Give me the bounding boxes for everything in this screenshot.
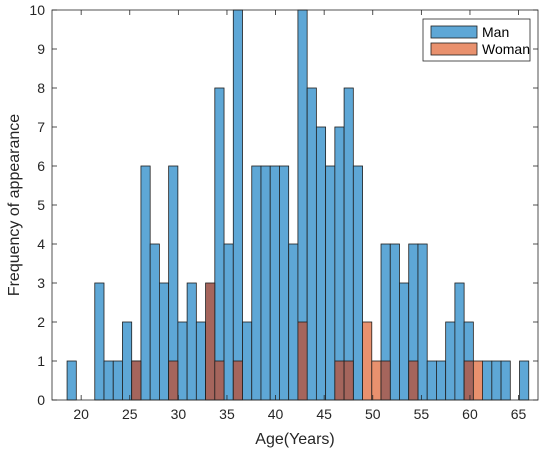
bar-man-45 bbox=[482, 360, 493, 401]
bar-man-29 bbox=[334, 126, 345, 401]
bar-man-39 bbox=[426, 360, 437, 401]
bar-man-21 bbox=[260, 165, 271, 401]
bar-woman-29 bbox=[334, 360, 345, 401]
bar-man-38 bbox=[417, 243, 428, 401]
bar-woman-37 bbox=[408, 360, 419, 401]
y-tick-label: 0 bbox=[37, 392, 45, 408]
bar-woman-7 bbox=[131, 360, 142, 401]
bar-woman-30 bbox=[343, 360, 354, 401]
bar-woman-43 bbox=[463, 360, 474, 401]
bar-man-40 bbox=[436, 360, 447, 401]
bar-man-47 bbox=[500, 360, 511, 401]
x-tick-label: 60 bbox=[462, 406, 478, 422]
x-tick-label: 40 bbox=[268, 406, 284, 422]
y-tick-label: 2 bbox=[37, 314, 45, 330]
axes-layer bbox=[51, 9, 539, 401]
y-tick-label: 10 bbox=[29, 2, 45, 18]
bar-woman-33 bbox=[371, 360, 382, 401]
bar-man-23 bbox=[279, 165, 290, 401]
bar-man-16 bbox=[214, 87, 225, 401]
bar-woman-44 bbox=[472, 360, 483, 401]
x-tick-label: 25 bbox=[122, 406, 138, 422]
bar-man-20 bbox=[251, 165, 262, 401]
legend-swatch-man bbox=[430, 25, 478, 39]
y-tick-label: 9 bbox=[37, 41, 45, 57]
bar-man-22 bbox=[269, 165, 280, 401]
bar-man-6 bbox=[122, 321, 133, 401]
legend-swatch-woman bbox=[430, 42, 478, 56]
x-tick-label: 50 bbox=[365, 406, 381, 422]
bar-man-31 bbox=[352, 165, 363, 401]
bar-woman-32 bbox=[362, 321, 373, 401]
bar-man-18 bbox=[232, 9, 243, 401]
bar-man-19 bbox=[242, 321, 253, 401]
bar-man-27 bbox=[315, 126, 327, 401]
bar-man-4 bbox=[103, 360, 114, 401]
bar-man-8 bbox=[140, 165, 151, 401]
bar-man-13 bbox=[186, 282, 197, 401]
legend: Man Woman bbox=[422, 18, 531, 62]
bar-man-42 bbox=[454, 282, 465, 401]
bar-man-41 bbox=[445, 321, 456, 401]
bar-woman-16 bbox=[214, 360, 225, 401]
bar-man-9 bbox=[149, 243, 160, 401]
bar-woman-34 bbox=[380, 360, 391, 401]
bar-man-49 bbox=[519, 360, 530, 401]
x-axis-title: Age(Years) bbox=[255, 431, 334, 448]
x-tick-label: 35 bbox=[219, 406, 235, 422]
y-tick-label: 6 bbox=[37, 158, 45, 174]
x-tick-label: 45 bbox=[316, 406, 332, 422]
bar-man-12 bbox=[177, 321, 188, 401]
bar-man-0 bbox=[66, 360, 77, 401]
x-tick-label: 65 bbox=[511, 406, 527, 422]
bar-man-10 bbox=[159, 282, 170, 401]
bars-layer bbox=[66, 9, 530, 401]
y-tick-label: 8 bbox=[37, 80, 45, 96]
bar-man-26 bbox=[306, 87, 317, 401]
bar-woman-25 bbox=[297, 321, 308, 401]
y-tick-label: 5 bbox=[37, 197, 45, 213]
bar-man-35 bbox=[389, 243, 400, 401]
x-tick-labels: 20 25 30 35 40 45 50 55 60 65 bbox=[73, 406, 526, 422]
y-tick-label: 4 bbox=[37, 236, 45, 252]
bar-man-46 bbox=[491, 360, 502, 401]
bar-man-5 bbox=[112, 360, 123, 401]
bar-man-3 bbox=[94, 282, 105, 401]
legend-label-man: Man bbox=[482, 24, 509, 40]
x-tick-label: 20 bbox=[73, 406, 89, 422]
bar-woman-18 bbox=[232, 360, 243, 401]
bar-man-28 bbox=[325, 165, 336, 401]
y-tick-label: 7 bbox=[37, 119, 45, 135]
y-tick-labels: 0 1 2 3 4 5 6 7 8 9 10 bbox=[29, 2, 45, 408]
y-tick-label: 3 bbox=[37, 275, 45, 291]
x-tick-label: 30 bbox=[171, 406, 187, 422]
x-tick-label: 55 bbox=[414, 406, 430, 422]
bar-man-36 bbox=[399, 282, 410, 401]
bar-man-24 bbox=[288, 243, 299, 401]
bar-man-17 bbox=[223, 243, 234, 401]
bar-man-14 bbox=[195, 321, 206, 401]
bar-man-30 bbox=[343, 87, 354, 401]
bar-woman-15 bbox=[205, 282, 216, 401]
y-tick-label: 1 bbox=[37, 353, 45, 369]
bar-woman-11 bbox=[168, 360, 179, 401]
y-axis-title: Frequency of appearance bbox=[6, 114, 23, 296]
legend-label-woman: Woman bbox=[482, 41, 530, 57]
